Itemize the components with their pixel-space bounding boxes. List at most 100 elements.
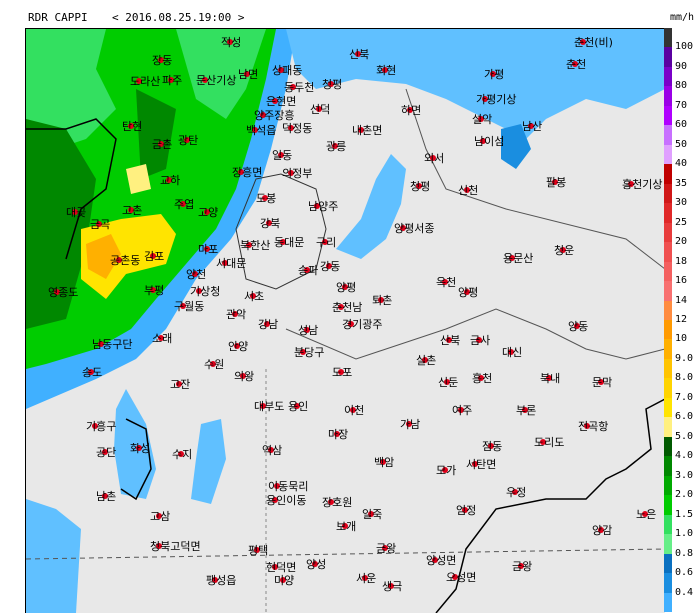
scale-segment [664,436,672,457]
city-label: 동두천 [284,81,315,94]
radar-map[interactable]: 적성 신북 회현 춘천(비) 춘천 장동 도라산 파주 문산기상 남면 상패동 동두천 가평 가평기상 은현… [25,28,665,613]
scale-segment [664,86,672,107]
station-dot [476,337,482,343]
scale-label: 25 [675,216,688,228]
rain-area-green-dark [26,119,96,329]
station-dot [202,77,208,83]
station-dot [380,459,386,465]
station-dot [509,255,515,261]
city-label: 양성면 [426,554,457,567]
city-label: 양평 [458,286,479,299]
station-dot [406,421,412,427]
station-dot [150,287,156,293]
city-label: 이천 [344,404,365,417]
color-scale [664,28,672,613]
station-dot [192,271,198,277]
city-label: 은현면 [266,95,297,108]
city-label: 동대문 [274,236,305,249]
city-label: 팽성읍 [206,574,237,587]
city-label: 서탄면 [466,458,497,471]
station-dot [430,155,436,161]
scale-segment [664,339,672,360]
rain-area-blue [286,29,665,139]
scale-segment [664,28,672,48]
city-label: 구리 [316,236,337,249]
city-label: 가평 [484,68,505,81]
city-label: 보개 [336,520,357,533]
scale-segment [664,397,672,418]
station-dot [407,107,413,113]
rain-area-blue [191,419,226,504]
station-dot [382,545,388,551]
station-dot [290,84,296,90]
city-label: 홍천기상 [622,178,663,191]
city-label: 백암 [374,456,395,469]
city-label: 금왕 [376,542,397,555]
scale-label: 40 [675,158,688,170]
station-dot [260,112,266,118]
station-dot [338,304,344,310]
station-dot [274,483,280,489]
city-label: 내촌면 [352,124,383,137]
city-label: 설악 [472,113,493,126]
scale-segment [664,300,672,321]
rain-area-green-light [26,29,116,149]
city-label: 양주장흥 [254,109,295,122]
station-dot [240,373,246,379]
city-label: 양감 [592,524,613,537]
station-dot [316,106,322,112]
scale-segment [664,495,672,516]
city-label: 북한산 [240,239,271,252]
station-dot [560,247,566,253]
scale-label: 20 [675,236,688,248]
station-dot [180,303,186,309]
city-label: 일동 [272,149,293,162]
scale-label: 5.0 [675,430,694,442]
station-dot [338,369,344,375]
city-label: 이동묵리 [268,480,309,493]
station-dot [184,137,190,143]
city-label: 남면 [238,68,259,81]
city-label: 수원 [204,358,225,371]
scale-label: 18 [675,255,688,267]
city-label: 노은 [636,508,657,521]
city-label: 의왕 [234,370,255,383]
scale-segment [664,281,672,302]
station-dot [128,123,134,129]
city-label: 양동 [568,320,589,333]
prev-time-button[interactable]: < [112,11,119,24]
city-label: 송도 [82,366,103,379]
city-label: 광탄 [178,134,199,147]
city-label: 평택 [248,544,269,557]
city-label: 장동 [152,54,173,67]
city-label: 전곡항 [578,420,609,433]
rain-overlay [26,29,665,613]
station-dot [136,445,142,451]
station-dot [156,543,162,549]
city-label: 실촌 [416,354,437,367]
station-dot [322,239,328,245]
station-dot [232,311,238,317]
city-label: 파주 [162,74,183,87]
rain-area-orange [86,234,121,279]
scale-label: 16 [675,275,688,287]
station-dot [416,183,422,189]
city-label: 역삼 [262,444,283,457]
city-label: 모가 [436,464,457,477]
scale-segment [664,475,672,496]
rain-area-yellow [126,164,151,194]
scale-segment [664,358,672,379]
next-time-button[interactable]: > [237,11,245,24]
station-dot [368,511,374,517]
scale-segment [664,164,672,185]
city-label: 강남 [258,318,279,331]
scale-segment [664,514,672,535]
station-dot [204,246,210,252]
station-dot [158,141,164,147]
scale-segment [664,456,672,477]
scale-segment [664,320,672,340]
city-label: 선덕 [310,103,331,116]
city-label: 용문산 [503,252,534,265]
station-dot [288,125,294,131]
station-dot [176,381,182,387]
